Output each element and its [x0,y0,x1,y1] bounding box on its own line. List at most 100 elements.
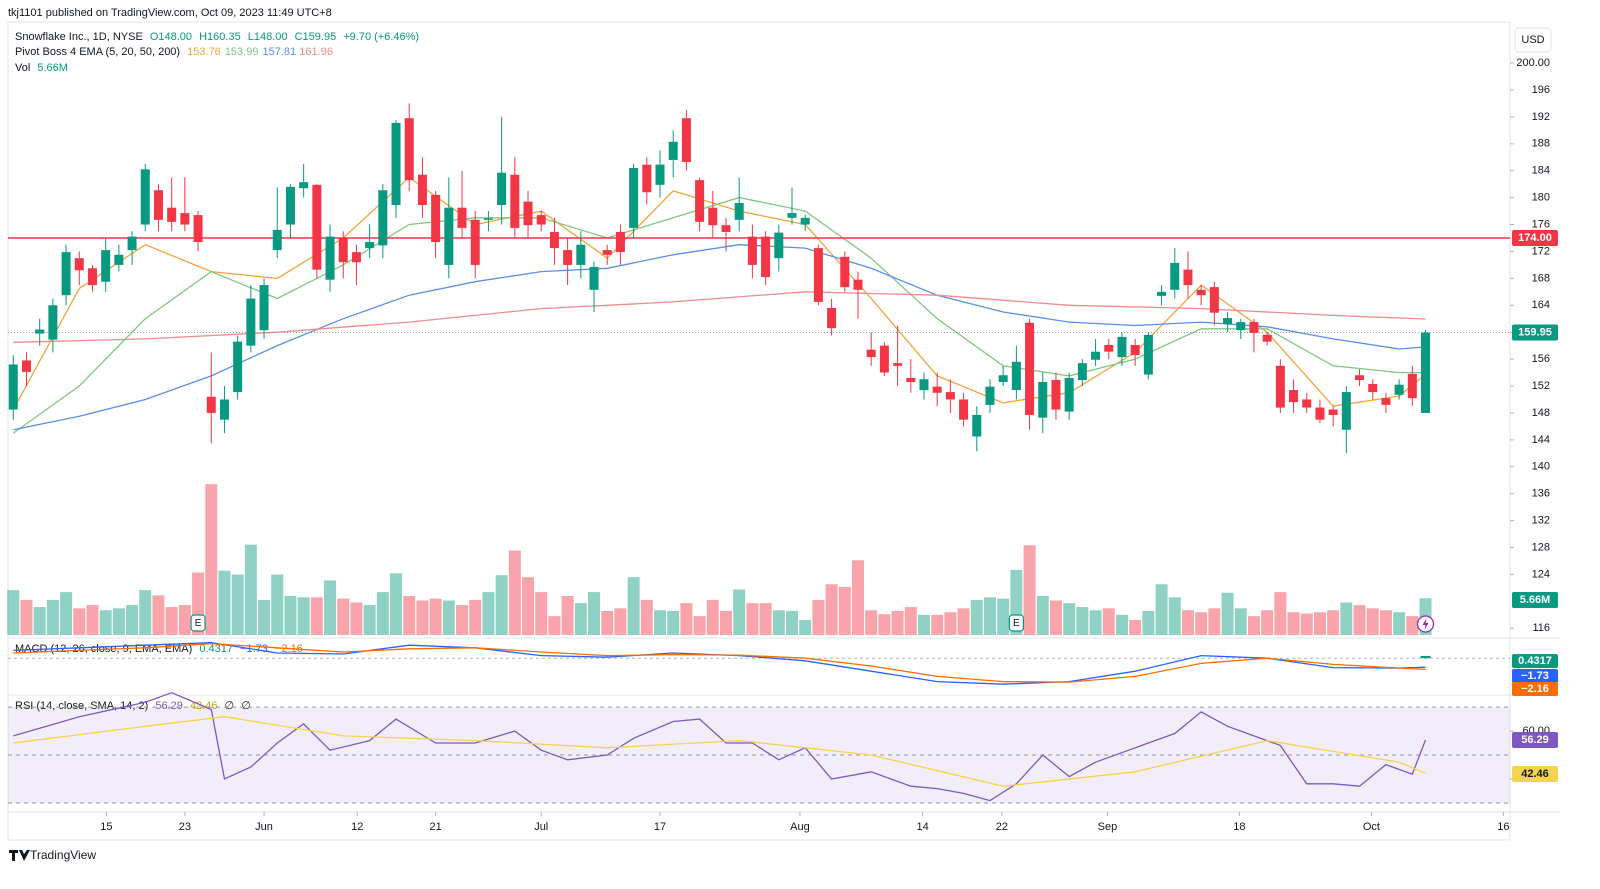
volume-bar [442,600,455,635]
candle-body [1051,379,1061,410]
volume-bar [931,614,944,635]
candle-body [1064,377,1074,412]
candle-body [101,250,111,282]
candle-body [681,118,691,162]
volume-title: Vol [15,62,30,74]
candle-body [1421,332,1431,413]
volume-bar [851,560,864,635]
volume-bar [297,597,310,635]
volume-bar [1353,605,1366,635]
candle-body [431,194,441,243]
x-tick-label: 23 [179,821,191,833]
volume-bar [693,616,706,635]
x-tick-label: 22 [996,821,1008,833]
volume-bar [416,600,429,635]
candle-body [470,219,480,265]
candle-body [510,174,520,228]
candle-body [404,118,414,181]
candle-body [734,203,744,220]
candle-body [140,169,150,225]
volume-bar [785,610,798,635]
volume-bar [1208,608,1221,635]
volume-bar [429,598,442,635]
volume-bar [310,597,323,635]
volume-bar [957,608,970,635]
candle-body [193,215,203,243]
volume-bar [139,590,152,635]
volume-bar [1036,596,1049,635]
x-tick-label: 15 [100,821,112,833]
candle-body [299,182,309,189]
volume-bar [20,599,33,635]
currency-button[interactable] [1514,27,1552,53]
volume-bar [495,575,508,635]
candle-body [1341,392,1351,430]
candle-body [444,207,454,265]
change: +9.70 (+6.46%) [343,31,419,43]
rsi-badge: 42.46 [1521,768,1549,780]
volume-badge-bg [1512,592,1558,608]
volume-value: 5.66M [37,62,68,74]
candle-body [615,231,625,253]
candle-body [879,345,889,373]
volume-bar [376,592,389,635]
candle-body [813,248,823,302]
volume-bar [561,596,574,635]
candle-body [378,190,388,246]
brand-logo: TradingView [9,848,96,862]
candle-body [87,268,97,286]
candle-body [114,254,124,265]
candle-body [655,164,665,185]
volume-bar [33,607,46,635]
candle-body [536,215,546,225]
symbol: Snowflake Inc., 1D, NYSE [15,31,143,43]
candle-body [1289,390,1299,403]
candle-body [1038,381,1048,418]
candle-body [1196,289,1206,296]
volume-bar [271,574,284,635]
ohlc-close: C159.95 [295,31,337,43]
volume-bar [1168,597,1181,635]
candle-body [1143,334,1153,375]
candle-body [351,252,361,263]
ema-value: 157.81 [262,46,296,58]
level-badge-bg [1512,229,1558,246]
y-tick-label: 176 [1532,218,1550,230]
y-tick-label: 196 [1532,84,1550,96]
volume-bar [970,599,983,635]
candle-body [629,168,639,228]
volume-bar [1142,610,1155,635]
volume-bar [680,603,693,635]
candle-body [391,122,401,206]
candle-body [180,213,190,225]
x-tick-label: Sep [1098,821,1118,833]
candle-body [1117,336,1127,358]
candle-body [74,258,84,271]
volume-bar [390,573,403,635]
ema-value: 153.99 [225,46,259,58]
x-tick-label: 12 [351,821,363,833]
candle-body [1381,398,1391,405]
ohlc-low: L148.00 [248,31,288,43]
volume-bar [1181,610,1194,635]
volume-bar [1155,584,1168,635]
candle-body [576,244,586,265]
volume-bar [627,577,640,635]
rsi-badge: 56.29 [1521,734,1549,746]
candle-body [1368,384,1378,393]
volume-bar [60,592,73,635]
y-tick-label: 116 [1532,622,1550,634]
y-tick-label: 184 [1532,165,1550,177]
y-tick-label: 180 [1532,192,1550,204]
rsi-badge-bg [1512,766,1558,782]
volume-bar [720,610,733,635]
volume-bar [522,577,535,635]
event-marker [1008,614,1024,632]
candle-body [1091,351,1101,360]
x-tick-label: Jun [255,821,273,833]
candle-body [285,186,295,225]
volume-bar [944,612,957,635]
volume-bar [865,610,878,635]
candle-body [246,298,256,346]
